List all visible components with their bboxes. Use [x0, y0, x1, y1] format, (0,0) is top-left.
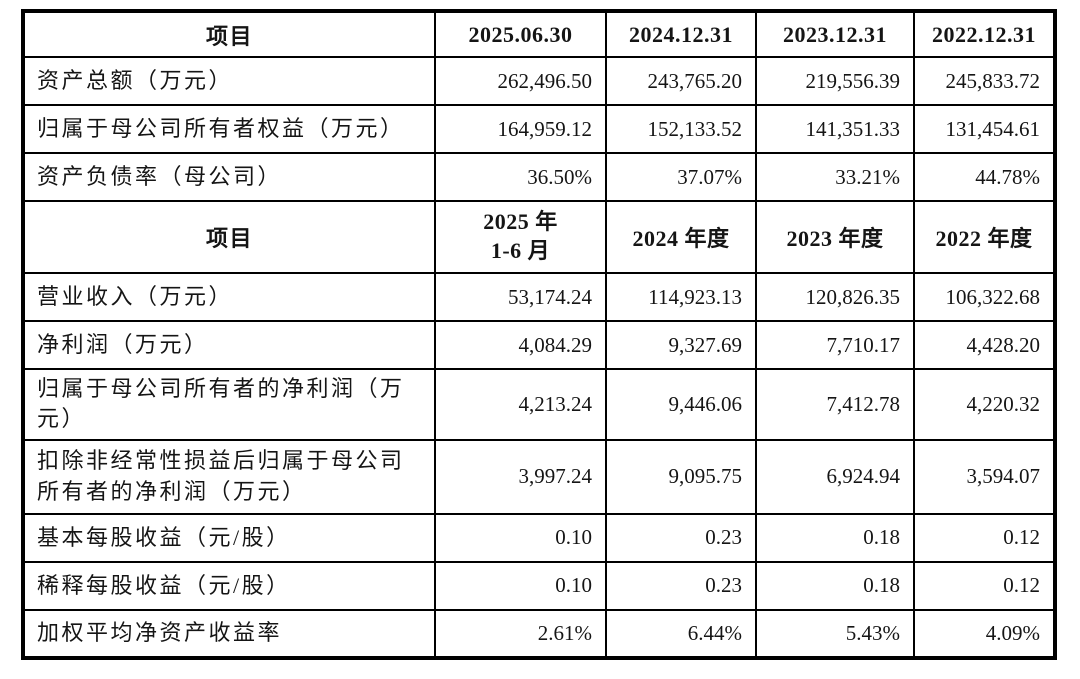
- cell-value: 36.50%: [434, 152, 607, 202]
- table-row-weighted-avg-roe: 加权平均净资产收益率 2.61% 6.44% 5.43% 4.09%: [22, 608, 1056, 659]
- table-row-debt-ratio: 资产负债率（母公司） 36.50% 37.07% 33.21% 44.78%: [22, 152, 1056, 202]
- cell-value: 243,765.20: [605, 56, 757, 106]
- cell-value: 37.07%: [605, 152, 757, 202]
- column-header-date-2023: 2023.12.31: [755, 10, 915, 58]
- cell-value: 9,327.69: [605, 320, 757, 370]
- column-header-period-2025h1: 2025 年 1-6 月: [434, 200, 607, 274]
- cell-value: 0.23: [605, 512, 757, 563]
- cell-value: 262,496.50: [434, 56, 607, 106]
- cell-value: 7,710.17: [755, 320, 915, 370]
- cell-value: 4,084.29: [434, 320, 607, 370]
- cell-value: 164,959.12: [434, 104, 607, 154]
- column-header-date-2025: 2025.06.30: [434, 10, 607, 58]
- cell-value: 245,833.72: [913, 56, 1056, 106]
- cell-value: 53,174.24: [434, 272, 607, 322]
- row-label: 加权平均净资产收益率: [22, 608, 436, 659]
- cell-value: 3,997.24: [434, 438, 607, 515]
- table-row-diluted-eps: 稀释每股收益（元/股） 0.10 0.23 0.18 0.12: [22, 560, 1056, 611]
- row-label: 稀释每股收益（元/股）: [22, 560, 436, 611]
- row-label: 资产总额（万元）: [22, 56, 436, 106]
- section2-header-row: 项目 2025 年 1-6 月 2024 年度 2023 年度 2022 年度: [22, 200, 1056, 274]
- cell-value: 0.10: [434, 512, 607, 563]
- cell-value: 4,220.32: [913, 368, 1056, 441]
- table-row-basic-eps: 基本每股收益（元/股） 0.10 0.23 0.18 0.12: [22, 512, 1056, 563]
- cell-value: 152,133.52: [605, 104, 757, 154]
- cell-value: 0.12: [913, 560, 1056, 611]
- table-row-deducted-net-profit: 扣除非经常性损益后归属于母公司所有者的净利润（万元） 3,997.24 9,09…: [22, 438, 1056, 515]
- cell-value: 6,924.94: [755, 438, 915, 515]
- column-header-period-2022: 2022 年度: [913, 200, 1056, 274]
- cell-value: 7,412.78: [755, 368, 915, 441]
- cell-value: 9,095.75: [605, 438, 757, 515]
- cell-value: 4,213.24: [434, 368, 607, 441]
- cell-value: 4,428.20: [913, 320, 1056, 370]
- column-header-date-2022: 2022.12.31: [913, 10, 1056, 58]
- row-label: 归属于母公司所有者的净利润（万元）: [22, 368, 436, 441]
- column-header-period-2023: 2023 年度: [755, 200, 915, 274]
- column-header-item: 项目: [22, 200, 436, 274]
- cell-value: 141,351.33: [755, 104, 915, 154]
- column-header-item: 项目: [22, 10, 436, 58]
- section1-header-row: 项目 2025.06.30 2024.12.31 2023.12.31 2022…: [22, 10, 1056, 58]
- cell-value: 0.23: [605, 560, 757, 611]
- cell-value: 6.44%: [605, 608, 757, 659]
- column-header-period-2024: 2024 年度: [605, 200, 757, 274]
- cell-value: 219,556.39: [755, 56, 915, 106]
- cell-value: 3,594.07: [913, 438, 1056, 515]
- cell-value: 106,322.68: [913, 272, 1056, 322]
- cell-value: 0.10: [434, 560, 607, 611]
- financial-summary-table-container: 项目 2025.06.30 2024.12.31 2023.12.31 2022…: [21, 9, 1057, 660]
- cell-value: 9,446.06: [605, 368, 757, 441]
- cell-value: 4.09%: [913, 608, 1056, 659]
- cell-value: 0.12: [913, 512, 1056, 563]
- table-row-net-profit: 净利润（万元） 4,084.29 9,327.69 7,710.17 4,428…: [22, 320, 1056, 370]
- column-header-date-2024: 2024.12.31: [605, 10, 757, 58]
- cell-value: 33.21%: [755, 152, 915, 202]
- cell-value: 120,826.35: [755, 272, 915, 322]
- cell-value: 44.78%: [913, 152, 1056, 202]
- row-label: 净利润（万元）: [22, 320, 436, 370]
- table-row-parent-net-profit: 归属于母公司所有者的净利润（万元） 4,213.24 9,446.06 7,41…: [22, 368, 1056, 441]
- financial-summary-table: 项目 2025.06.30 2024.12.31 2023.12.31 2022…: [21, 9, 1057, 660]
- cell-value: 114,923.13: [605, 272, 757, 322]
- cell-value: 2.61%: [434, 608, 607, 659]
- cell-value: 0.18: [755, 512, 915, 563]
- row-label: 营业收入（万元）: [22, 272, 436, 322]
- row-label: 归属于母公司所有者权益（万元）: [22, 104, 436, 154]
- row-label: 基本每股收益（元/股）: [22, 512, 436, 563]
- row-label: 扣除非经常性损益后归属于母公司所有者的净利润（万元）: [22, 438, 436, 515]
- table-row-revenue: 营业收入（万元） 53,174.24 114,923.13 120,826.35…: [22, 272, 1056, 322]
- cell-value: 131,454.61: [913, 104, 1056, 154]
- table-row-parent-equity: 归属于母公司所有者权益（万元） 164,959.12 152,133.52 14…: [22, 104, 1056, 154]
- cell-value: 0.18: [755, 560, 915, 611]
- row-label: 资产负债率（母公司）: [22, 152, 436, 202]
- cell-value: 5.43%: [755, 608, 915, 659]
- table-row-total-assets: 资产总额（万元） 262,496.50 243,765.20 219,556.3…: [22, 56, 1056, 106]
